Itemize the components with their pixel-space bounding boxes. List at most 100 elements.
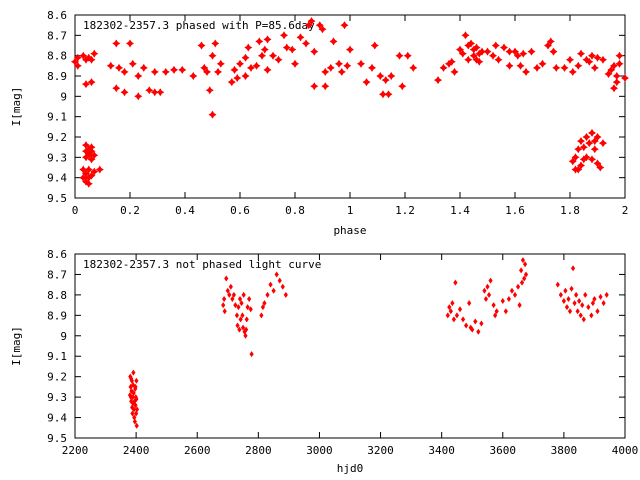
data-point [533, 63, 541, 72]
data-point [346, 45, 354, 54]
data-point [87, 155, 96, 164]
data-point [321, 82, 330, 91]
data-point [233, 302, 238, 309]
data-point [224, 275, 229, 282]
data-point [593, 53, 602, 62]
data-points [71, 17, 629, 188]
data-point [458, 49, 467, 58]
data-point [87, 78, 96, 87]
data-point [586, 304, 591, 311]
data-point [82, 153, 90, 162]
x-tick-label: 0.4 [175, 204, 195, 217]
y-tick-label: 9.5 [47, 192, 67, 205]
data-point [318, 25, 327, 34]
data-point [126, 39, 134, 48]
data-point [384, 90, 393, 99]
data-point [255, 37, 264, 46]
data-point [106, 61, 115, 70]
data-point [486, 291, 492, 298]
data-point [519, 279, 525, 286]
data-point [357, 59, 365, 68]
data-point [488, 277, 493, 284]
data-point [262, 300, 267, 307]
data-point [340, 21, 349, 30]
data-point [467, 39, 475, 48]
data-point [230, 295, 235, 302]
data-point [233, 74, 242, 82]
data-point [503, 308, 508, 315]
data-point [590, 63, 599, 72]
data-point [572, 300, 577, 307]
x-tick-label: 0.6 [230, 204, 250, 217]
data-point [489, 51, 497, 60]
data-point [580, 302, 585, 309]
data-point [203, 67, 211, 76]
data-point [494, 55, 503, 64]
data-point [615, 59, 624, 68]
data-point [269, 51, 277, 60]
data-point [225, 287, 230, 294]
data-point [598, 293, 603, 300]
data-point [315, 21, 324, 30]
y-axis-label: I[mag] [10, 87, 23, 127]
data-point [552, 63, 561, 72]
data-point [128, 59, 137, 68]
data-point [112, 84, 121, 93]
x-tick-label: 1.2 [395, 204, 415, 217]
data-point [472, 55, 481, 64]
data-points [127, 257, 609, 429]
data-point [73, 61, 82, 70]
data-point [227, 78, 236, 87]
phased-light-curve-panel: 0 0.2 0.4 0.6 0.8 1 1.2 1.4 1.6 1.8 2 8.6 8.7 8.8 8.9 9… [10, 9, 629, 237]
data-point [189, 72, 198, 80]
x-tick-label: 2400 [123, 444, 150, 457]
data-point [376, 72, 385, 80]
data-point [139, 63, 148, 72]
data-point [244, 316, 249, 323]
x-tick-label: 0.8 [285, 204, 305, 217]
data-point [131, 406, 137, 413]
data-point [84, 53, 93, 62]
data-point [590, 137, 599, 146]
data-point [265, 291, 270, 298]
data-point [585, 57, 594, 66]
y-tick-label: 9 [60, 90, 67, 103]
data-point [283, 291, 288, 298]
data-point [588, 51, 596, 60]
data-point [500, 298, 505, 305]
data-point [263, 65, 272, 74]
data-point [505, 47, 514, 56]
data-point [247, 295, 252, 302]
y-tick-label: 8.6 [47, 9, 67, 22]
data-point [439, 63, 448, 72]
data-point [307, 17, 316, 26]
data-point [132, 414, 137, 421]
data-point [612, 78, 621, 87]
data-point [241, 72, 250, 80]
data-point [208, 51, 217, 60]
data-point [335, 59, 343, 68]
data-point [84, 173, 93, 182]
data-point [337, 67, 346, 76]
data-point [601, 300, 606, 307]
data-point [112, 39, 121, 48]
data-point [241, 53, 250, 62]
data-point [475, 57, 484, 66]
plot-frame [74, 253, 626, 439]
data-point [236, 304, 241, 311]
data-point [403, 51, 412, 60]
data-point [197, 41, 206, 50]
data-point [453, 279, 458, 286]
y-tick-label: 9.2 [47, 371, 67, 384]
data-point [222, 295, 227, 302]
data-point [590, 145, 599, 154]
data-point [296, 33, 305, 42]
data-point [469, 51, 478, 60]
data-point [520, 257, 526, 264]
data-point [558, 291, 563, 298]
data-point [145, 86, 154, 95]
data-point [482, 287, 487, 294]
data-point [280, 283, 285, 290]
y-tick-label: 9.4 [47, 172, 67, 185]
data-point [599, 55, 607, 64]
